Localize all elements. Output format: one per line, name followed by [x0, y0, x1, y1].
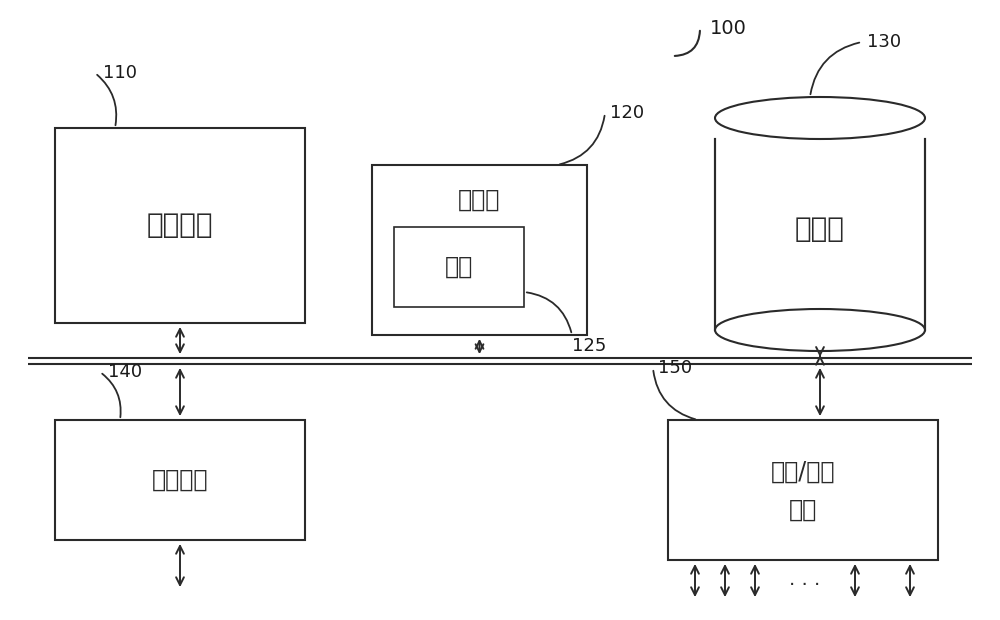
Ellipse shape — [715, 309, 925, 351]
Bar — [716, 139, 924, 309]
Text: 130: 130 — [867, 33, 901, 51]
Ellipse shape — [715, 97, 925, 139]
Text: 存储器: 存储器 — [458, 188, 501, 212]
Text: 140: 140 — [108, 363, 142, 381]
Text: 100: 100 — [710, 19, 747, 37]
Text: 接口: 接口 — [789, 498, 817, 522]
Bar — [55, 420, 305, 540]
Text: 网络接口: 网络接口 — [152, 468, 208, 492]
Text: · · ·: · · · — [789, 576, 821, 595]
Text: 150: 150 — [658, 359, 692, 377]
Text: 输入/输出: 输入/输出 — [771, 460, 835, 484]
Bar — [55, 128, 305, 323]
Text: 125: 125 — [572, 337, 606, 355]
Bar — [668, 420, 938, 560]
Text: 数据库: 数据库 — [795, 215, 845, 243]
Bar — [394, 227, 524, 307]
Text: 处理单元: 处理单元 — [147, 211, 213, 239]
Bar — [372, 165, 587, 335]
Bar — [715, 139, 925, 330]
Text: 代码: 代码 — [445, 255, 473, 279]
Text: 110: 110 — [103, 64, 137, 82]
Text: 120: 120 — [610, 104, 644, 122]
